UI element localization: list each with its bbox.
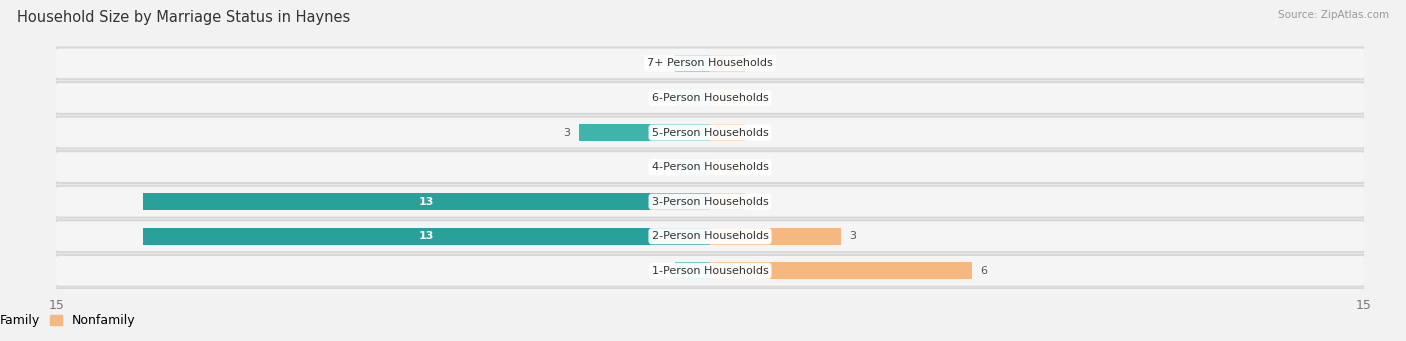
Text: 1-Person Households: 1-Person Households	[651, 266, 769, 276]
Text: 0: 0	[754, 58, 761, 69]
Text: 0: 0	[754, 93, 761, 103]
Bar	[710, 193, 745, 210]
Legend: Family, Nonfamily: Family, Nonfamily	[0, 309, 141, 332]
Text: 3-Person Households: 3-Person Households	[651, 197, 769, 207]
FancyBboxPatch shape	[53, 254, 1367, 288]
Text: 0: 0	[659, 58, 666, 69]
Text: 3: 3	[849, 231, 856, 241]
FancyBboxPatch shape	[53, 116, 1367, 149]
Bar	[710, 159, 745, 175]
Text: 13: 13	[419, 197, 434, 207]
Bar	[675, 159, 710, 175]
Text: 6: 6	[980, 266, 987, 276]
FancyBboxPatch shape	[56, 187, 1364, 217]
Text: 0: 0	[659, 266, 666, 276]
Text: 4-Person Households: 4-Person Households	[651, 162, 769, 172]
Text: 0: 0	[659, 93, 666, 103]
Text: 3: 3	[564, 128, 571, 137]
FancyBboxPatch shape	[53, 46, 1367, 80]
Bar	[710, 55, 745, 72]
Text: 0: 0	[754, 162, 761, 172]
Text: Household Size by Marriage Status in Haynes: Household Size by Marriage Status in Hay…	[17, 10, 350, 25]
FancyBboxPatch shape	[56, 256, 1364, 286]
Text: Source: ZipAtlas.com: Source: ZipAtlas.com	[1278, 10, 1389, 20]
Bar	[579, 124, 710, 141]
Text: 5-Person Households: 5-Person Households	[651, 128, 769, 137]
FancyBboxPatch shape	[53, 150, 1367, 184]
FancyBboxPatch shape	[56, 221, 1364, 251]
Text: 0: 0	[659, 162, 666, 172]
FancyBboxPatch shape	[56, 83, 1364, 113]
Text: 13: 13	[419, 231, 434, 241]
Text: 6-Person Households: 6-Person Households	[651, 93, 769, 103]
Bar	[675, 55, 710, 72]
FancyBboxPatch shape	[53, 219, 1367, 253]
Text: 7+ Person Households: 7+ Person Households	[647, 58, 773, 69]
Bar	[143, 228, 710, 244]
Bar	[710, 263, 972, 279]
Bar	[710, 90, 745, 106]
Bar	[143, 193, 710, 210]
FancyBboxPatch shape	[53, 185, 1367, 219]
Bar	[710, 124, 745, 141]
Text: 2-Person Households: 2-Person Households	[651, 231, 769, 241]
FancyBboxPatch shape	[56, 152, 1364, 182]
FancyBboxPatch shape	[56, 118, 1364, 147]
Text: 0: 0	[754, 197, 761, 207]
FancyBboxPatch shape	[53, 81, 1367, 115]
Bar	[710, 228, 841, 244]
FancyBboxPatch shape	[56, 48, 1364, 78]
Bar	[675, 263, 710, 279]
Text: 0: 0	[754, 128, 761, 137]
Bar	[675, 90, 710, 106]
